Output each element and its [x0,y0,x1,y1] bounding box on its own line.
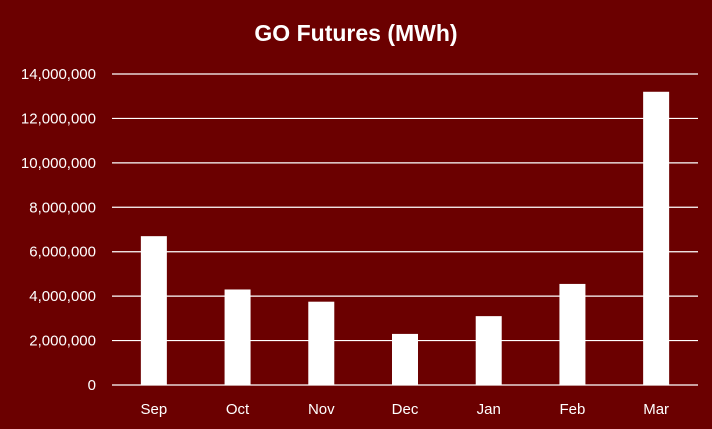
bars [140,91,670,386]
bar-sep [140,236,167,385]
x-tick-label-feb: Feb [559,401,585,418]
y-tick-label: 2,000,000 [29,333,96,350]
y-tick-label: 8,000,000 [29,199,96,216]
x-tick-label-dec: Dec [392,401,419,418]
gridlines [112,73,698,386]
y-tick-label: 10,000,000 [21,155,96,172]
bar-oct [224,289,251,385]
y-tick-label: 4,000,000 [29,288,96,305]
x-tick-label-oct: Oct [226,401,250,418]
x-tick-label-sep: Sep [141,401,168,418]
y-tick-label: 14,000,000 [21,66,96,83]
y-tick-label: 0 [88,377,96,394]
bar-jan [475,316,502,385]
bar-nov [308,301,335,385]
y-tick-label: 12,000,000 [21,110,96,127]
bar-feb [559,283,586,385]
bar-mar [643,91,670,386]
x-tick-label-mar: Mar [643,401,669,418]
x-tick-label-nov: Nov [308,401,335,418]
chart-title: GO Futures (MWh) [254,20,457,46]
y-tick-label: 6,000,000 [29,244,96,261]
x-axis-tick-labels: Sep Oct Nov Dec Jan Feb Mar [141,401,670,418]
y-axis-tick-labels: 0 2,000,000 4,000,000 6,000,000 8,000,000 10,… [21,66,96,394]
x-tick-label-jan: Jan [477,401,501,418]
bar-dec [392,333,418,385]
